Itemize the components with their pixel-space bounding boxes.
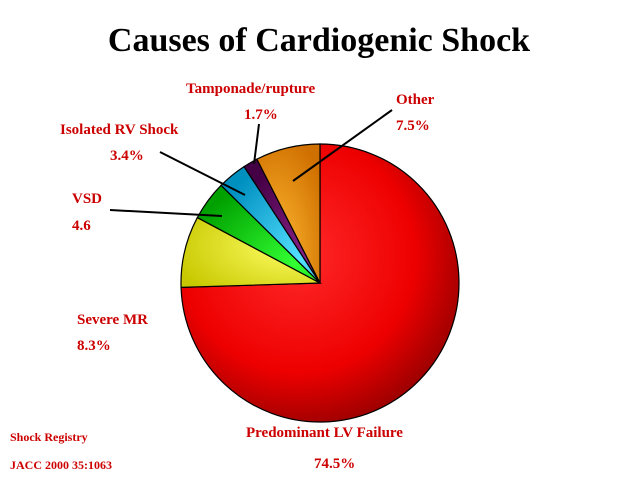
slice-value-vsd: 4.6 (72, 218, 91, 234)
slice-value-tamponade: 1.7% (244, 107, 278, 123)
slice-value-severe-mr: 8.3% (77, 338, 111, 354)
slice-value-other: 7.5% (396, 118, 430, 134)
slice-value-lv-failure: 74.5% (314, 456, 356, 472)
slice-label-rv-shock: Isolated RV Shock (60, 122, 179, 138)
slice-label-other: Other (396, 92, 435, 108)
pie-slice-other (256, 143, 321, 284)
leader-line-other (292, 109, 393, 182)
pie-slice-lv-failure (180, 143, 460, 423)
slice-label-tamponade: Tamponade/rupture (186, 81, 316, 97)
leader-line-rv-shock (159, 151, 246, 196)
source-citation: JACC 2000 35:1063 (10, 458, 112, 472)
chart-title: Causes of Cardiogenic Shock (107, 22, 531, 59)
slice-label-lv-failure: Predominant LV Failure (246, 425, 403, 441)
leader-line-tamponade (253, 123, 260, 165)
slice-value-rv-shock: 3.4% (110, 148, 144, 164)
leader-line-vsd (109, 209, 223, 217)
source-registry: Shock Registry (10, 430, 88, 444)
slice-label-vsd: VSD (72, 191, 103, 207)
slice-label-severe-mr: Severe MR (77, 312, 148, 328)
